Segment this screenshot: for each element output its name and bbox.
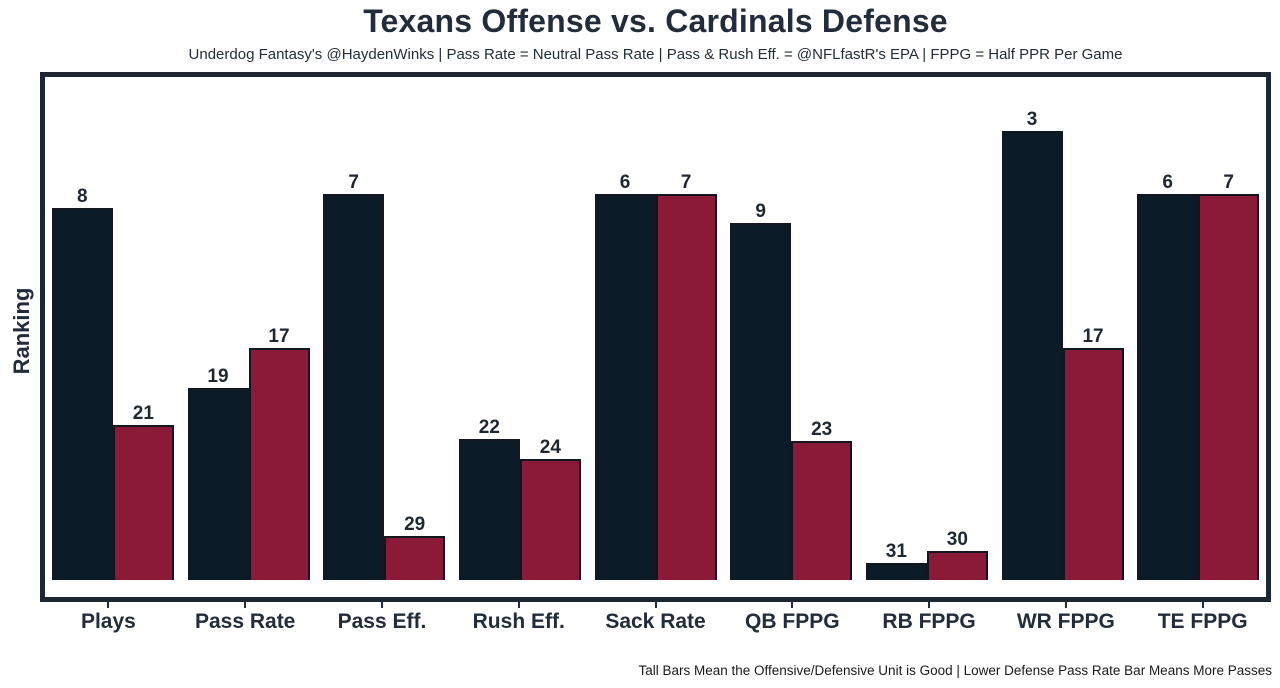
bar-value-label: 19 [207,366,229,387]
x-axis-category: WR FPPG [997,602,1134,634]
x-axis-category: Sack Rate [587,602,724,634]
tick-mark [380,602,383,608]
bar-value-label: 17 [268,326,290,347]
bar-value-label: 3 [1026,109,1038,130]
x-axis-label: Pass Eff. [337,610,427,633]
bar-value-label: 29 [404,514,426,535]
bar: 3 [1001,109,1063,580]
y-axis-label: Ranking [9,287,34,375]
footnote: Tall Bars Mean the Offensive/Defensive U… [638,663,1272,678]
x-axis-label: TE FPPG [1157,610,1248,633]
tick-mark [1201,602,1204,608]
bar: 17 [1062,326,1124,580]
x-axis-category: Pass Rate [177,602,314,634]
bar: 7 [1198,172,1260,580]
x-axis-category: Pass Eff. [314,602,451,634]
bar-value-label: 31 [885,541,907,562]
tick-mark [791,602,794,608]
bar-value-label: 6 [619,172,631,193]
x-axis-category: Rush Eff. [450,602,587,634]
bar: 19 [187,366,249,580]
tick-mark [654,602,657,608]
x-axis-label: QB FPPG [745,610,840,633]
bar: 6 [1137,172,1199,580]
plot-area: 8 21 19 17 7 29 22 24 6 7 9 23 31 30 3 17 6 7 [40,72,1271,602]
bar: 7 [323,172,385,580]
chart-title: Texans Offense vs. Cardinals Defense [363,3,948,39]
x-axis-category: RB FPPG [861,602,998,634]
bar: 31 [865,541,927,580]
tick-mark [928,602,931,608]
tick-mark [244,602,247,608]
bar: 23 [791,419,853,580]
bar-value-label: 22 [478,417,500,438]
bar: 9 [730,201,792,580]
chart-subtitle: Underdog Fantasy's @HaydenWinks | Pass R… [188,46,1123,63]
bar-value-label: 9 [755,201,766,222]
bar: 17 [248,326,310,580]
x-axis-label: Pass Rate [194,610,296,633]
x-axis-category: QB FPPG [724,602,861,634]
x-axis-label: Sack Rate [605,610,706,633]
bar: 24 [519,437,581,580]
bar-group: 31 30 [859,78,995,580]
bar: 8 [51,186,113,580]
bar: 30 [926,529,988,580]
tick-mark [107,602,110,608]
bars-container: 8 21 19 17 7 29 22 24 6 7 9 23 31 30 3 17 6 7 [45,78,1266,580]
bar-group: 9 23 [723,78,859,580]
bar: 7 [655,172,717,580]
x-axis: Plays Pass Rate Pass Eff. Rush Eff. Sack Rat… [40,602,1271,634]
x-axis-label: Plays [80,610,136,633]
x-axis-category: Plays [40,602,177,634]
bar-value-label: 7 [680,172,692,193]
tick-mark [1064,602,1067,608]
bar-group: 19 17 [181,78,317,580]
bar-value-label: 7 [348,172,359,193]
bar-value-label: 23 [811,419,833,440]
bar-group: 8 21 [45,78,181,580]
bar: 6 [594,172,656,580]
bar-group: 7 29 [316,78,452,580]
tick-mark [517,602,520,608]
bar-value-label: 21 [132,403,154,424]
x-axis-label: WR FPPG [1016,610,1115,633]
bar-value-label: 17 [1082,326,1104,347]
bar: 22 [458,417,520,580]
bar-value-label: 30 [946,529,968,550]
bar-value-label: 6 [1162,172,1173,193]
bar: 29 [384,514,446,580]
bar-value-label: 8 [77,186,88,207]
bar-group: 22 24 [452,78,588,580]
bar-value-label: 24 [539,437,561,458]
x-axis-label: Rush Eff. [472,610,565,633]
bar: 21 [112,403,174,580]
bar-value-label: 7 [1223,172,1234,193]
x-axis-label: RB FPPG [882,610,976,633]
x-axis-category: TE FPPG [1134,602,1271,634]
bar-group: 3 17 [995,78,1131,580]
